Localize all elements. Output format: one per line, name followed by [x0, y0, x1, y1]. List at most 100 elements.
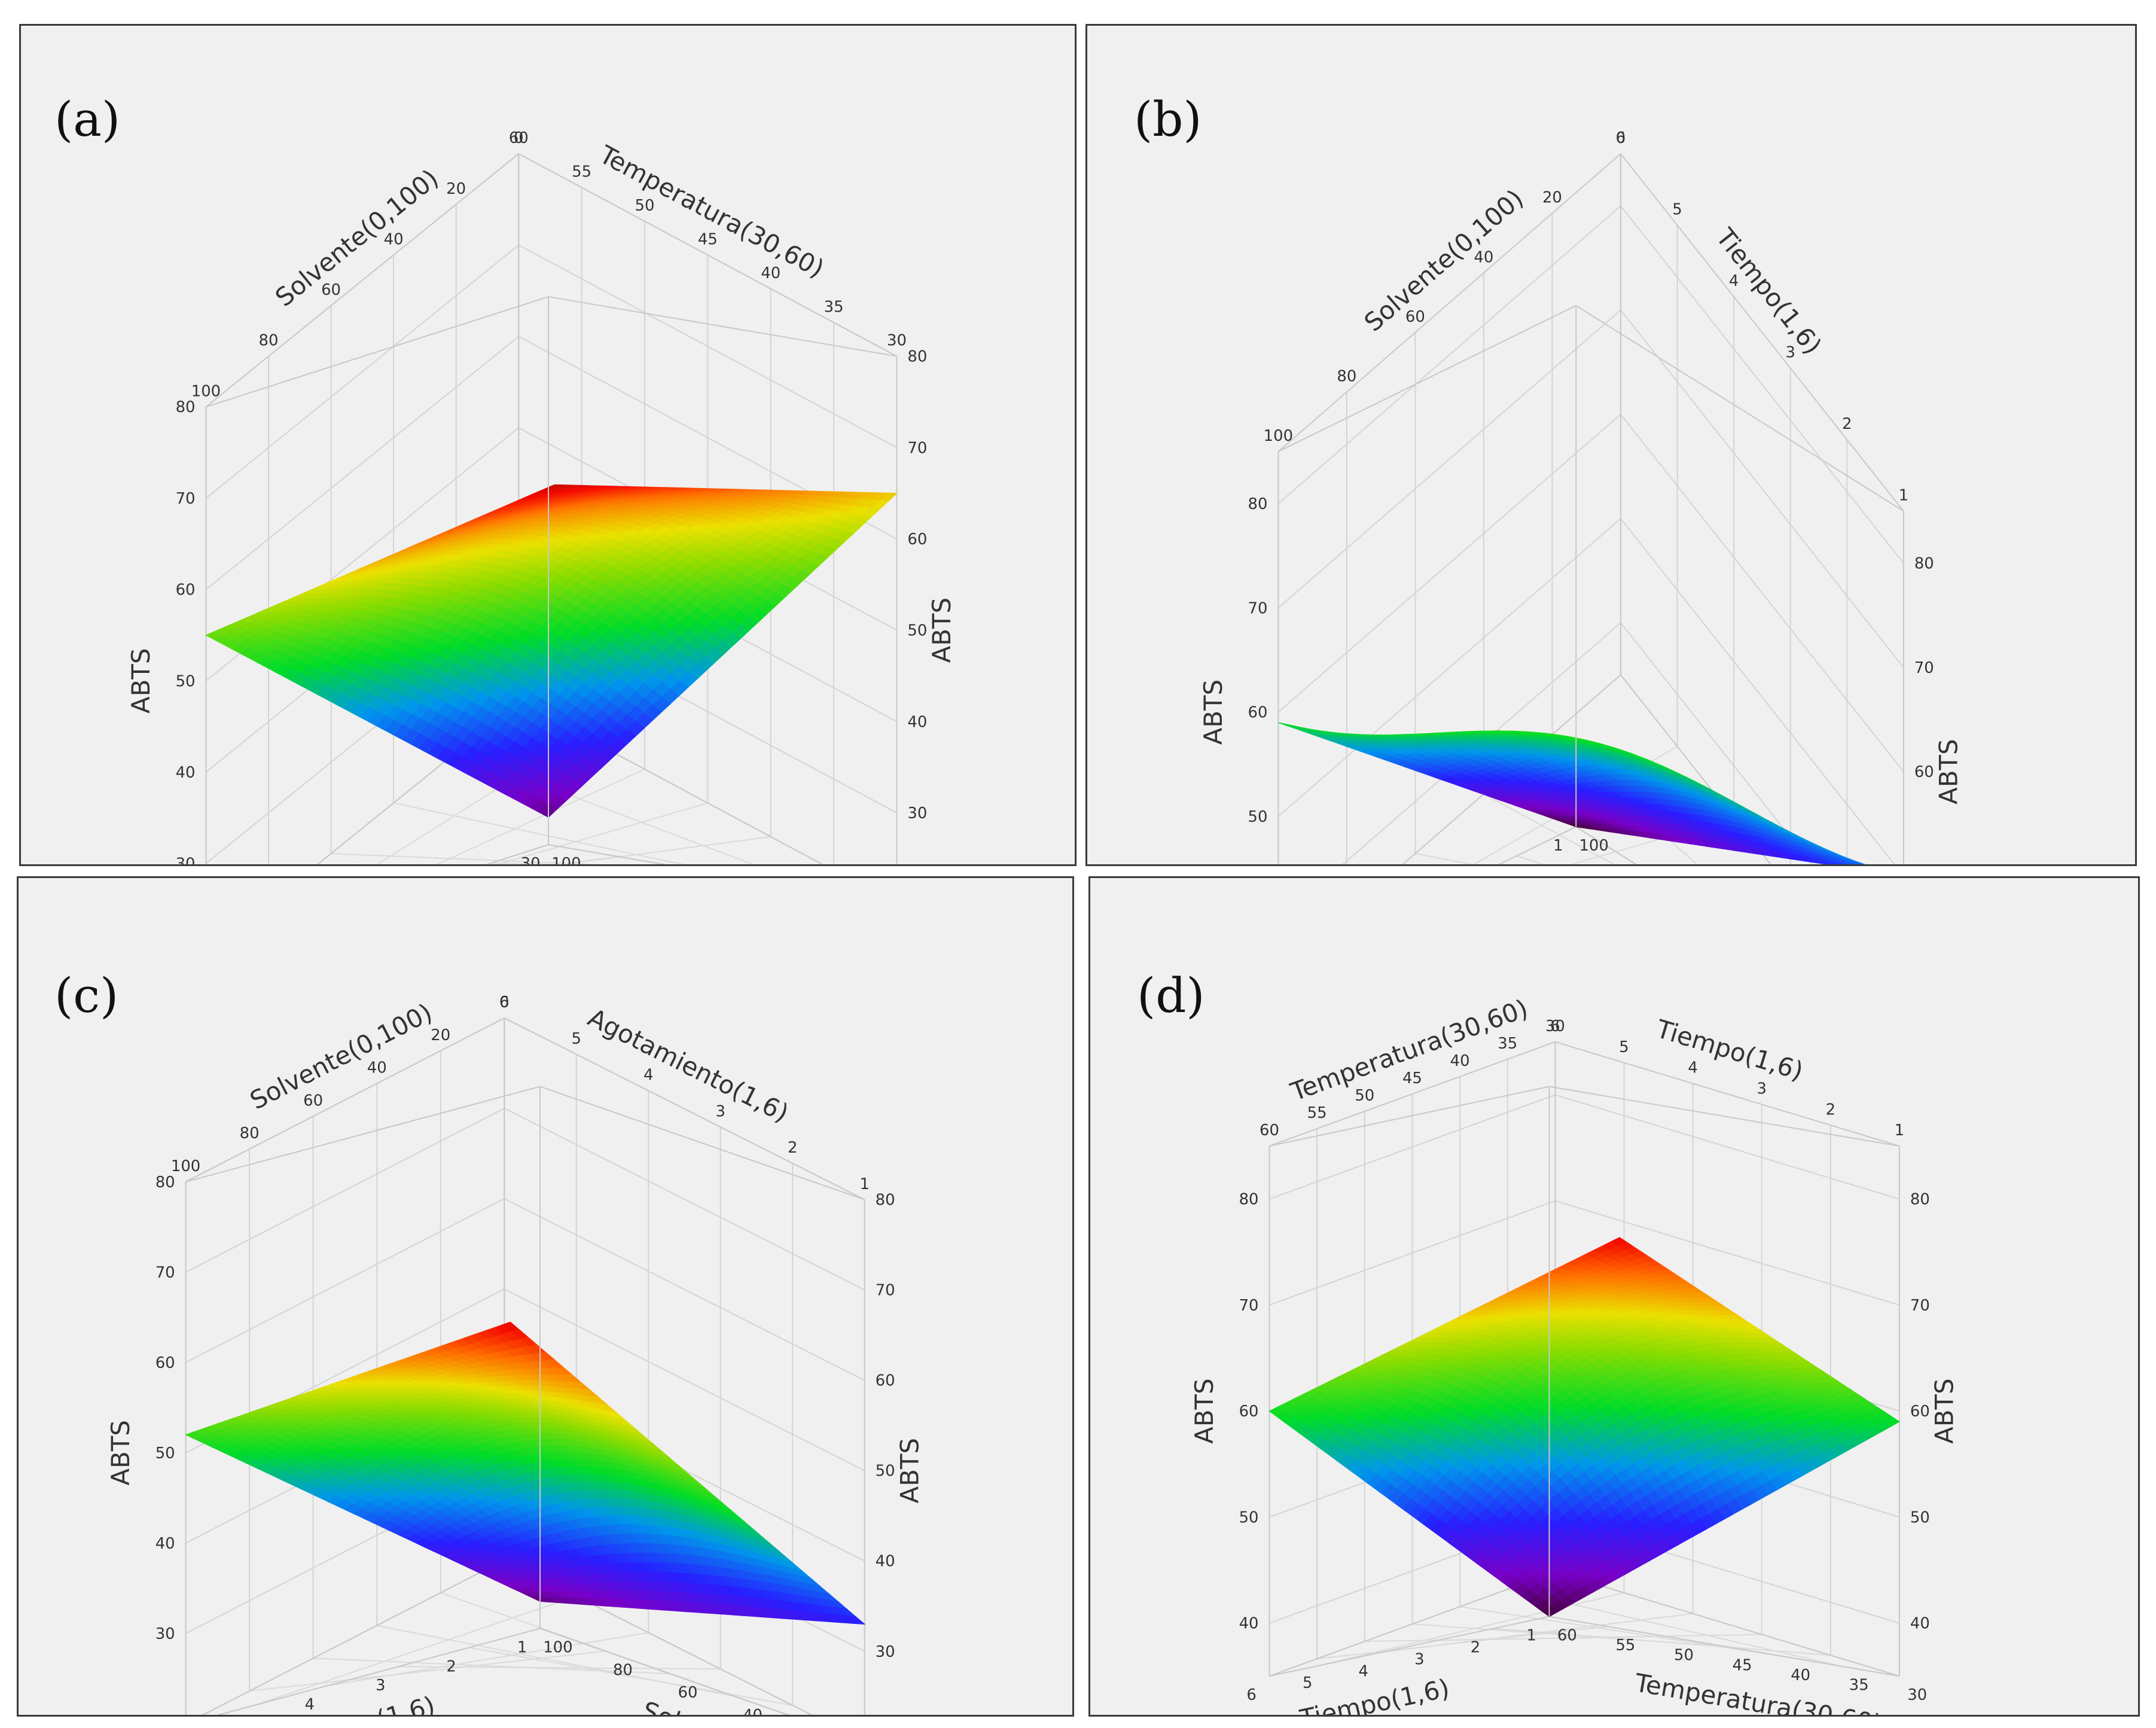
y-tick-label: 0: [1616, 129, 1626, 147]
grid-line: [504, 1108, 865, 1291]
box-edge: [202, 1559, 505, 1715]
z-tick-label: 40: [176, 764, 196, 782]
z-tick-label: 70: [1914, 659, 1934, 677]
grid-line: [185, 1108, 505, 1273]
chart-c: 2020303040405050606070708080123456100806…: [106, 993, 924, 1715]
grid-line: [1277, 205, 1621, 504]
chart-a: 2020303040405050606070708080303540455055…: [126, 129, 956, 864]
z-axis-label: ABTS: [126, 648, 155, 714]
z-tick-label: 80: [907, 348, 927, 366]
grid-line: [1620, 518, 1895, 864]
x-tick-label: 55: [572, 163, 591, 181]
surface: [205, 484, 898, 818]
y-tick-label: 20: [1542, 189, 1562, 207]
back-wall-right: [1620, 154, 1904, 864]
y-tick-label: 100: [551, 855, 581, 864]
z-tick-label: 40: [907, 713, 927, 731]
box-edge: [1402, 674, 1621, 864]
grid-line: [185, 1198, 505, 1363]
box-edge: [1277, 153, 1621, 452]
z-tick-label: 80: [1248, 495, 1268, 513]
z-tick-label: 30: [907, 804, 927, 822]
x-tick-label: 1: [1553, 837, 1563, 855]
grid-line: [205, 336, 519, 590]
y-tick-label: 80: [1337, 367, 1356, 385]
grid-line: [1620, 622, 1813, 864]
box-edge: [1620, 153, 1904, 512]
grid-line: [205, 244, 519, 499]
y-tick-label: 20: [446, 180, 466, 198]
grid-line: [491, 862, 578, 864]
box-edge: [205, 153, 519, 408]
y-axis-label-top: Solvente(0,100): [270, 163, 444, 312]
grid-line: [1277, 413, 1621, 713]
x-tick-label: 60: [509, 129, 529, 147]
box-edge: [1498, 826, 1576, 864]
z-tick-label: 70: [176, 490, 196, 508]
box-edge: [539, 1628, 790, 1715]
grid-line: [1277, 518, 1621, 817]
x-axis-label-top: Tiempo(1,6): [1710, 223, 1827, 360]
y-tick-label: 100: [1264, 427, 1293, 445]
grid-line: [249, 1650, 605, 1692]
grid-line: [539, 1628, 790, 1715]
grid-line: [1620, 205, 1904, 564]
x-tick-label: 1: [1899, 487, 1908, 505]
grid-line: [504, 1288, 865, 1471]
x-tick-label: 4: [1729, 272, 1739, 290]
z-tick-label: 80: [1914, 555, 1934, 573]
box-edge: [518, 153, 897, 357]
y-tick-label: 80: [259, 332, 279, 350]
grid-line: [496, 802, 708, 864]
grid-line: [398, 1666, 721, 1670]
box-edge: [1277, 305, 1576, 452]
box-edge: [216, 1628, 541, 1715]
z-tick-label: 60: [1914, 763, 1934, 781]
x-tick-label: 30: [521, 855, 541, 864]
z-axis-label: ABTS: [927, 598, 956, 663]
x-tick-label: 5: [1672, 201, 1682, 219]
y-tick-label: 0: [514, 129, 523, 147]
grid-line: [1277, 309, 1621, 609]
grid-line: [327, 1632, 649, 1687]
x-tick-label: 30: [887, 332, 907, 350]
grid-line: [256, 1595, 577, 1706]
box-edge: [539, 1086, 865, 1200]
box-edge: [548, 296, 897, 357]
x-axis-label-top: Temperatura(30,60): [594, 139, 829, 284]
y-tick-label: 60: [321, 281, 341, 299]
grid-line: [1620, 414, 1904, 772]
x-tick-label: 35: [824, 298, 844, 316]
x-tick-label: 6: [1616, 129, 1626, 147]
grid-line: [558, 836, 771, 864]
grid-line: [1483, 793, 1615, 864]
box-edge: [1575, 305, 1904, 512]
grid-line: [1620, 309, 1904, 668]
x-tick-label: 3: [1785, 344, 1795, 362]
z-axis-label: ABTS: [1934, 739, 1963, 804]
panel-label: (b): [1134, 92, 1202, 147]
panel-b: 4040505060607070808012345610080604020010…: [1085, 24, 2137, 866]
x-tick-label: 2: [1842, 415, 1852, 433]
panel-c: 2020303040405050606070708080123456100806…: [17, 876, 1074, 1717]
grid-line: [435, 769, 645, 864]
z-tick-label: 70: [907, 439, 927, 457]
z-tick-label: 50: [176, 672, 196, 690]
surface: [1278, 722, 1865, 864]
z-tick-label: 60: [1248, 704, 1268, 722]
grid-line: [504, 1198, 865, 1381]
z-tick-label: 80: [176, 398, 196, 416]
box-edge: [185, 1017, 505, 1183]
y-tick-label: 100: [191, 382, 221, 400]
z-tick-label: 70: [1248, 599, 1268, 617]
y-tick-label: 60: [1405, 308, 1425, 326]
grid-line: [216, 1628, 541, 1715]
panel-a: 2020303040405050606070708080303540455055…: [19, 24, 1077, 866]
z-tick-label: 60: [176, 581, 196, 599]
box-edge: [504, 1017, 865, 1200]
grid-line: [469, 1647, 793, 1706]
x-tick-label: 50: [635, 197, 655, 215]
z-tick-label: 50: [907, 622, 927, 640]
box-edge: [485, 844, 549, 864]
y-tick-label: 40: [384, 230, 404, 248]
